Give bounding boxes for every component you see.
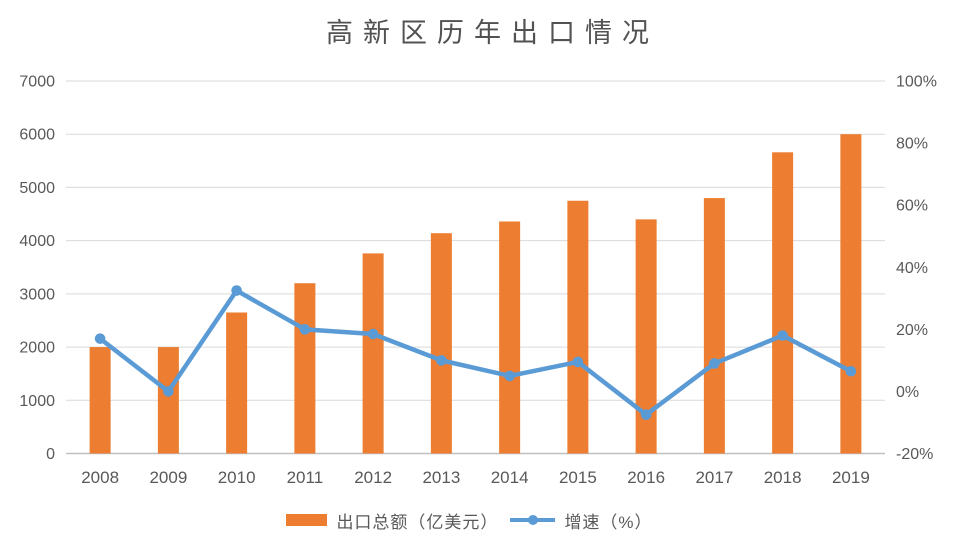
legend-label-exports: 出口总额（亿美元） [336,512,499,532]
legend-label-growth: 增速（%） [564,512,653,532]
legend-item-exports: 出口总额（亿美元） [286,508,498,533]
line-series-swatch-icon [510,515,556,525]
x-axis-tick-label: 2015 [559,468,597,487]
growth-line [97,288,854,417]
growth-marker-2009 [163,386,174,397]
bar-2018 [772,152,794,454]
legend: 出口总额（亿美元） 增速（%） [0,506,947,534]
left-axis-tick-label: 5000 [19,180,55,197]
bar-2015 [567,200,589,454]
right-axis-tick-label: 0% [896,384,919,401]
left-axis-tick-label: 0 [46,446,55,463]
growth-marker-2015 [572,356,584,368]
x-axis-tick-label: 2012 [354,468,392,487]
growth-marker-2014 [504,370,515,382]
growth-marker-2017 [709,358,720,369]
bar-2014 [499,221,521,454]
growth-marker-2012 [367,328,379,340]
right-axis-tick-label: 40% [896,260,928,277]
bar-2008 [89,347,111,454]
x-axis-tick-label: 2014 [491,468,529,487]
left-axis-tick-label: 1000 [19,393,55,410]
bar-2010 [226,312,248,454]
x-axis-tick-label: 2016 [627,468,665,487]
left-axis-tick-label: 6000 [19,127,55,144]
x-axis-tick-label: 2008 [81,468,119,487]
growth-marker-2019 [845,365,857,377]
growth-marker-2016 [640,409,652,420]
left-axis-tick-label: 3000 [19,286,55,303]
x-axis-tick-label: 2018 [764,468,802,487]
bar-2011 [294,283,316,454]
growth-marker-2018 [777,330,788,341]
legend-item-growth: 增速（%） [510,508,652,533]
growth-marker-2010 [231,285,242,296]
x-axis-tick-label: 2017 [695,468,733,487]
line-marker-icon [527,515,538,525]
growth-marker-2011 [299,324,311,335]
bar-2017 [703,198,725,454]
x-axis-tick-label: 2013 [422,468,460,487]
bar-2016 [635,219,657,454]
x-axis-tick-label: 2019 [832,468,870,487]
left-axis-tick-label: 4000 [19,233,55,250]
right-axis-tick-label: 20% [896,322,928,339]
right-axis-tick-label: 100% [896,74,937,91]
bar-2019 [840,134,862,454]
right-axis-tick-label: 60% [896,198,928,215]
chart-title: 高新区历年出口情况 [326,18,659,49]
left-axis-tick-label: 2000 [19,340,55,357]
x-axis-tick-label: 2011 [287,468,324,487]
bar-2012 [362,253,384,454]
bar-series-swatch-icon [286,514,328,526]
growth-marker-2013 [436,355,447,366]
bar-2013 [430,233,452,454]
right-axis-tick-label: 80% [896,136,928,153]
left-axis-tick-label: 7000 [19,74,55,91]
x-axis-tick-label: 2009 [149,468,187,487]
x-axis-tick-label: 2010 [218,468,256,487]
bar-2009 [157,347,179,454]
right-axis-tick-label: -20% [896,446,933,463]
growth-marker-2008 [94,333,106,344]
